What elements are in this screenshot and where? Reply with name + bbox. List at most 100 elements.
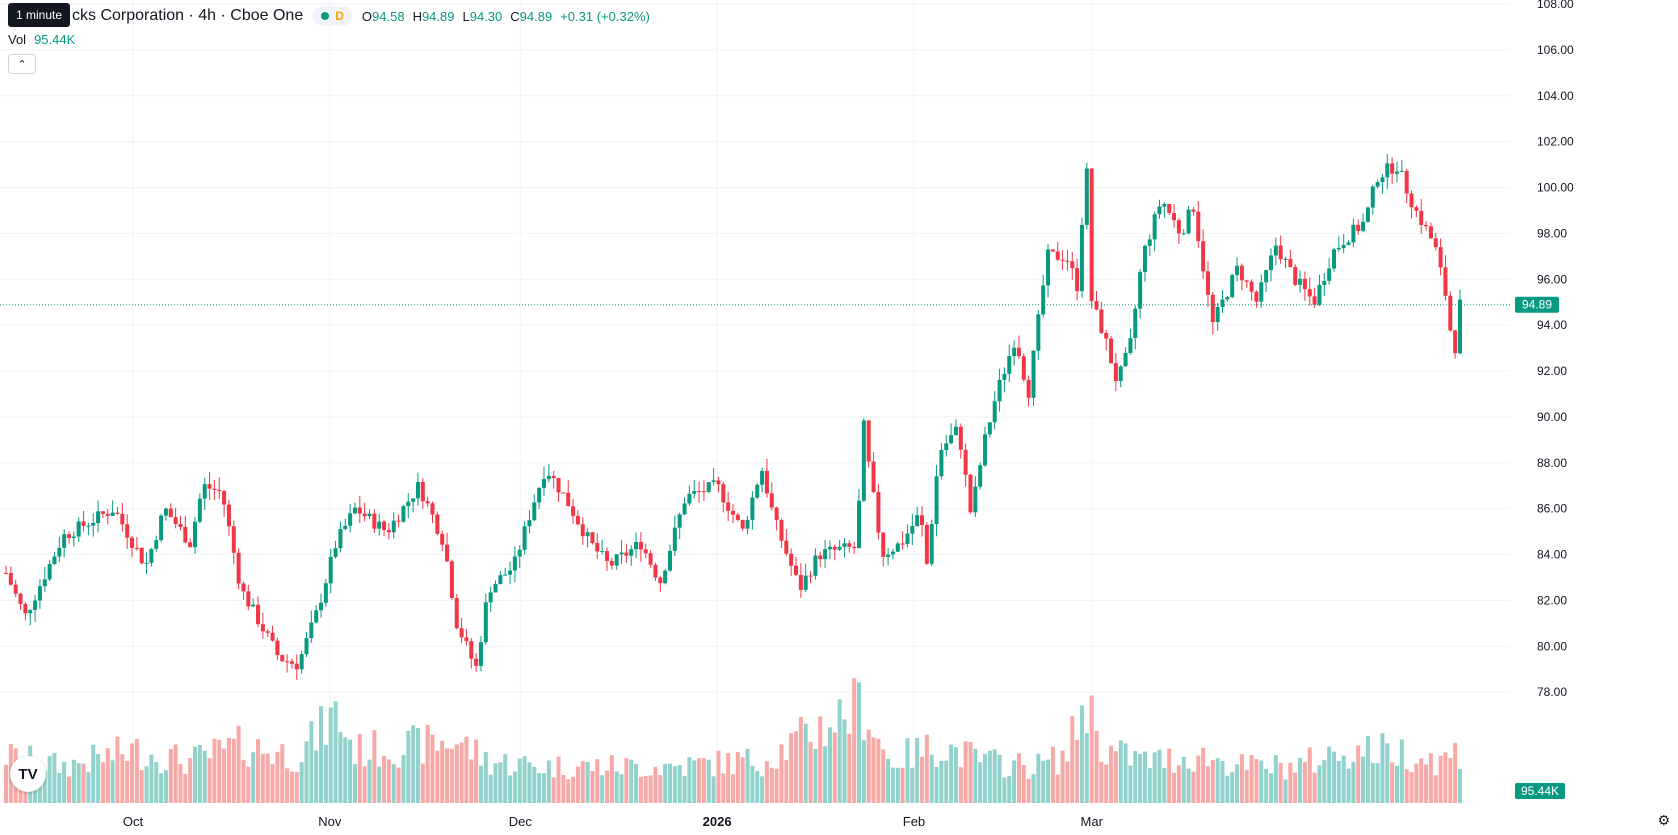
candle-body (619, 552, 624, 555)
candle-body (595, 542, 600, 552)
candle-body (1021, 356, 1026, 380)
candle-body (701, 491, 706, 493)
volume-bar (624, 757, 629, 803)
candle-body (953, 426, 958, 436)
volume-bar (1191, 771, 1196, 803)
candle-body (1113, 363, 1118, 382)
price-tick-label: 96.00 (1537, 272, 1567, 286)
candle-body (28, 609, 33, 614)
candle-body (338, 528, 343, 549)
volume-bar (319, 706, 324, 803)
candle-body (1312, 296, 1317, 305)
volume-bar (449, 748, 454, 803)
volume-bar (973, 748, 978, 803)
candle-body (1225, 297, 1230, 300)
candle-body (1133, 308, 1138, 339)
candle-body (1259, 282, 1264, 302)
volume-bar (430, 734, 435, 803)
candle-body (319, 602, 324, 611)
volume-bar (96, 753, 101, 803)
volume-bar (692, 760, 697, 803)
volume-bar (823, 746, 828, 803)
market-status-pill[interactable]: D (313, 6, 352, 26)
volume-bar (1419, 758, 1424, 803)
candle-body (401, 506, 406, 522)
candle-body (62, 534, 67, 548)
collapse-legend-button[interactable]: ⌃ (8, 54, 36, 74)
volume-bar (464, 736, 469, 803)
candle-body (575, 515, 580, 525)
candle-body (794, 565, 799, 575)
candle-body (764, 470, 769, 494)
candle-body (178, 524, 183, 527)
candle-body (1239, 265, 1244, 281)
volume-bar (328, 707, 333, 803)
candle-body (726, 502, 731, 511)
price-axis[interactable]: 108.00 106.00 104.00 102.00 100.00 98.00 96.00… (1515, 0, 1574, 799)
volume-bar (1016, 753, 1021, 803)
candle-body (672, 527, 677, 551)
volume-bar (503, 754, 508, 803)
volume-bar (1346, 768, 1351, 803)
volume-bar (958, 767, 963, 803)
symbol-title[interactable]: cks Corporation · 4h · Cboe One (72, 7, 304, 24)
price-tick-label: 98.00 (1537, 226, 1567, 240)
candle-body (37, 586, 42, 601)
candle-body (270, 632, 275, 641)
candle-body (445, 544, 450, 562)
candle-body (105, 513, 110, 516)
candle-body (386, 529, 391, 533)
gear-icon[interactable]: ⚙ (1657, 812, 1670, 828)
volume-bar (202, 750, 207, 803)
candle-body (1365, 207, 1370, 222)
volume-bar (541, 773, 546, 803)
candle-body (798, 574, 803, 590)
candle-body (1249, 281, 1254, 292)
candle-body (634, 541, 639, 550)
candle-body (1302, 278, 1307, 290)
volume-bar (1138, 753, 1143, 803)
price-tick-label: 100.00 (1537, 181, 1574, 195)
candle-body (614, 554, 619, 566)
candle-body (692, 491, 697, 494)
candle-body (832, 546, 837, 550)
candle-body (522, 526, 527, 550)
candle-body (449, 561, 454, 599)
time-axis[interactable]: Oct Nov Dec 2026 Feb Mar (123, 814, 1104, 829)
volume-bar (672, 766, 677, 803)
volume-bar (629, 759, 634, 803)
candle-body (706, 482, 711, 492)
volume-bar (1424, 764, 1429, 803)
volume-bar (1060, 750, 1065, 803)
volume-bar (551, 777, 556, 803)
volume-bar (1356, 745, 1361, 803)
volume-bar (1215, 758, 1220, 803)
candle-body (755, 484, 760, 498)
candle-body (464, 637, 469, 642)
candle-body (430, 503, 435, 515)
candle-body (1041, 285, 1046, 315)
candle-body (115, 512, 120, 514)
volume-bar (1225, 775, 1230, 803)
volume-bar (478, 765, 483, 803)
volume-bar (1385, 743, 1390, 803)
volume-bar (294, 772, 299, 803)
volume-bar (1055, 774, 1060, 803)
candle-body (997, 379, 1002, 402)
volume-value: 95.44K (34, 32, 76, 47)
tradingview-logo-icon[interactable]: TV (10, 756, 46, 792)
candle-body (469, 641, 474, 659)
candle-body (837, 546, 842, 550)
candle-body (1443, 267, 1448, 296)
last-price-label: 94.89 (1522, 298, 1552, 312)
volume-bar (532, 766, 537, 803)
volume-bar (764, 761, 769, 803)
candle-body (963, 449, 968, 475)
chevron-up-icon: ⌃ (17, 58, 27, 71)
candle-body (1331, 249, 1336, 269)
volume-bar (415, 728, 420, 803)
volume-bar (1205, 766, 1210, 803)
candle-body (47, 564, 52, 580)
volume-bar (1375, 763, 1380, 803)
